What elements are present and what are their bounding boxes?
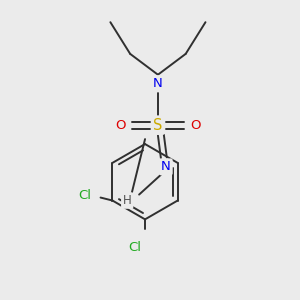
Text: O: O: [115, 119, 125, 132]
Text: Cl: Cl: [129, 241, 142, 254]
Text: S: S: [153, 118, 163, 133]
Text: N: N: [153, 77, 163, 90]
Text: N: N: [161, 160, 171, 173]
Text: H: H: [123, 194, 132, 207]
Text: Cl: Cl: [78, 189, 91, 202]
Text: O: O: [190, 119, 201, 132]
